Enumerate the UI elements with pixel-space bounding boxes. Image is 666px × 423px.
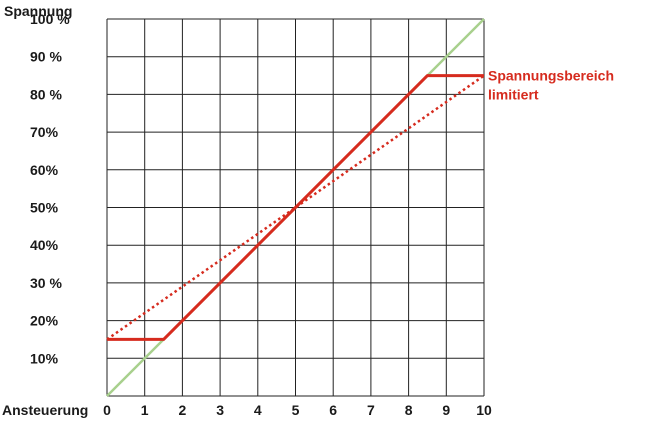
series-line-3 [107,74,484,341]
chart-annotations: Spannungsbereich limitiert [488,68,614,103]
x-tick-label: 6 [329,402,337,418]
chart-tick-labels: 0 1 2 3 4 5 6 7 8 9 10 10% 20% 30 % 40% 50% 60% 70% 80 % 90… [30,11,492,418]
y-tick-label: 90 % [30,49,62,65]
y-tick-label: 50% [30,200,59,216]
y-axis-title: Spannung [4,3,72,19]
x-tick-label: 9 [442,402,450,418]
y-tick-label: 20% [30,313,59,329]
y-tick-label: 100 % [30,11,70,27]
y-tick-label: 60% [30,162,59,178]
x-tick-label: 5 [292,402,300,418]
y-tick-label: 30 % [30,275,62,291]
y-tick-label: 10% [30,350,59,366]
annotation-label: limitiert [488,87,539,103]
x-tick-label: 8 [405,402,413,418]
x-tick-label: 4 [254,402,262,418]
x-tick-label: 1 [141,402,149,418]
annotation-label: Spannungsbereich [488,68,614,84]
chart-series [106,18,485,397]
y-tick-label: 40% [30,237,59,253]
x-tick-label: 2 [179,402,187,418]
x-tick-label: 3 [216,402,224,418]
chart-grid [106,18,485,397]
x-tick-label: 10 [476,402,492,418]
x-tick-label: 0 [103,402,111,418]
x-tick-label: 7 [367,402,375,418]
y-tick-label: 70% [30,124,59,140]
y-tick-label: 80 % [30,86,62,102]
x-axis-title: Ansteuerung [2,402,88,418]
